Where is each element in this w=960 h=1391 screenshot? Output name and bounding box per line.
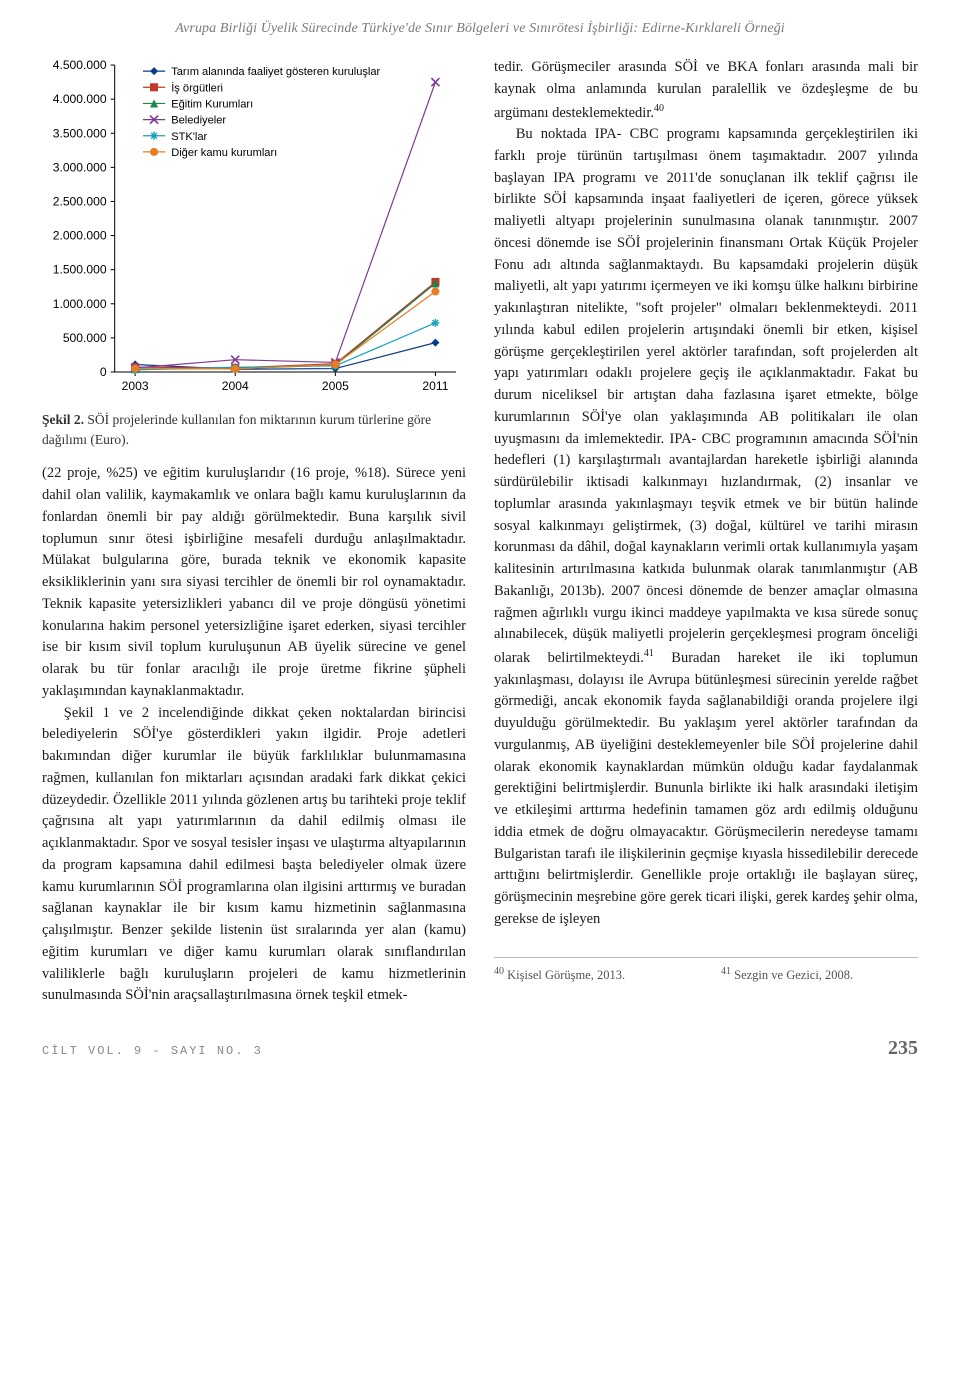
svg-text:4.000.000: 4.000.000 xyxy=(53,92,107,106)
svg-text:2.000.000: 2.000.000 xyxy=(53,229,107,243)
footer-page-number: 235 xyxy=(888,1033,918,1063)
svg-text:500.000: 500.000 xyxy=(63,331,107,345)
svg-text:0: 0 xyxy=(100,365,107,379)
footer-volume: CİLT VOL. 9 - SAYI NO. 3 xyxy=(42,1042,263,1060)
right-para-2: Bu noktada IPA- CBC programı kapsamında … xyxy=(494,124,918,931)
right-para-1-text: tedir. Görüşmeciler arasında SÖİ ve BKA … xyxy=(494,59,918,120)
footnote-num: 40 xyxy=(494,966,504,977)
footnote-text: Kişisel Görüşme, 2013. xyxy=(507,968,625,982)
footnote-ref-40: 40 xyxy=(654,103,664,114)
svg-text:1.500.000: 1.500.000 xyxy=(53,263,107,277)
svg-text:2005: 2005 xyxy=(322,379,349,393)
left-para-1: (22 proje, %25) ve eğitim kuruluşlarıdır… xyxy=(42,463,466,702)
footnote-40: 40 Kişisel Görüşme, 2013. xyxy=(494,964,691,985)
right-para-2b-text: Buradan hareket ile iki toplumun yakınla… xyxy=(494,650,918,927)
svg-text:Tarım alanında faaliyet göster: Tarım alanında faaliyet gösteren kuruluş… xyxy=(171,66,380,78)
right-column: tedir. Görüşmeciler arasında SÖİ ve BKA … xyxy=(494,57,918,1007)
figure-chart: 0 500.000 1.000.000 1.500.000 2.000.000 2.500… xyxy=(42,57,466,400)
svg-text:Eğitim Kurumları: Eğitim Kurumları xyxy=(171,98,253,110)
caption-label: Şekil 2. xyxy=(42,412,84,427)
running-head: Avrupa Birliği Üyelik Sürecinde Türkiye'… xyxy=(42,18,918,39)
svg-text:4.500.000: 4.500.000 xyxy=(53,58,107,72)
svg-text:2011: 2011 xyxy=(422,379,448,393)
svg-text:Belediyeler: Belediyeler xyxy=(171,115,226,127)
svg-text:İş örgütleri: İş örgütleri xyxy=(171,81,223,94)
left-column: 0 500.000 1.000.000 1.500.000 2.000.000 2.500… xyxy=(42,57,466,1007)
footnote-text: Sezgin ve Gezici, 2008. xyxy=(734,968,853,982)
svg-text:3.000.000: 3.000.000 xyxy=(53,160,107,174)
left-para-2: Şekil 1 ve 2 incelendiğinde dikkat çeken… xyxy=(42,703,466,1008)
line-chart-svg: 0 500.000 1.000.000 1.500.000 2.000.000 2.500… xyxy=(42,57,466,400)
svg-text:Diğer kamu kurumları: Diğer kamu kurumları xyxy=(171,147,277,159)
footnote-ref-41: 41 xyxy=(644,648,654,659)
right-para-1: tedir. Görüşmeciler arasında SÖİ ve BKA … xyxy=(494,57,918,124)
svg-text:1.000.000: 1.000.000 xyxy=(53,297,107,311)
figure-caption: Şekil 2. SÖİ projelerinde kullanılan fon… xyxy=(42,410,466,449)
footnotes-block: 40 Kişisel Görüşme, 2013. 41 Sezgin ve G… xyxy=(494,957,918,985)
caption-text: SÖİ projelerinde kullanılan fon miktarın… xyxy=(42,412,431,447)
svg-text:2004: 2004 xyxy=(222,379,249,393)
svg-text:3.500.000: 3.500.000 xyxy=(53,126,107,140)
footnote-41: 41 Sezgin ve Gezici, 2008. xyxy=(721,964,918,985)
svg-text:STK'lar: STK'lar xyxy=(171,131,207,143)
svg-text:2003: 2003 xyxy=(122,379,149,393)
right-para-2-text: Bu noktada IPA- CBC programı kapsamında … xyxy=(494,126,918,666)
page-footer: CİLT VOL. 9 - SAYI NO. 3 235 xyxy=(42,1033,918,1063)
svg-text:2.500.000: 2.500.000 xyxy=(53,195,107,209)
footnote-num: 41 xyxy=(721,966,731,977)
